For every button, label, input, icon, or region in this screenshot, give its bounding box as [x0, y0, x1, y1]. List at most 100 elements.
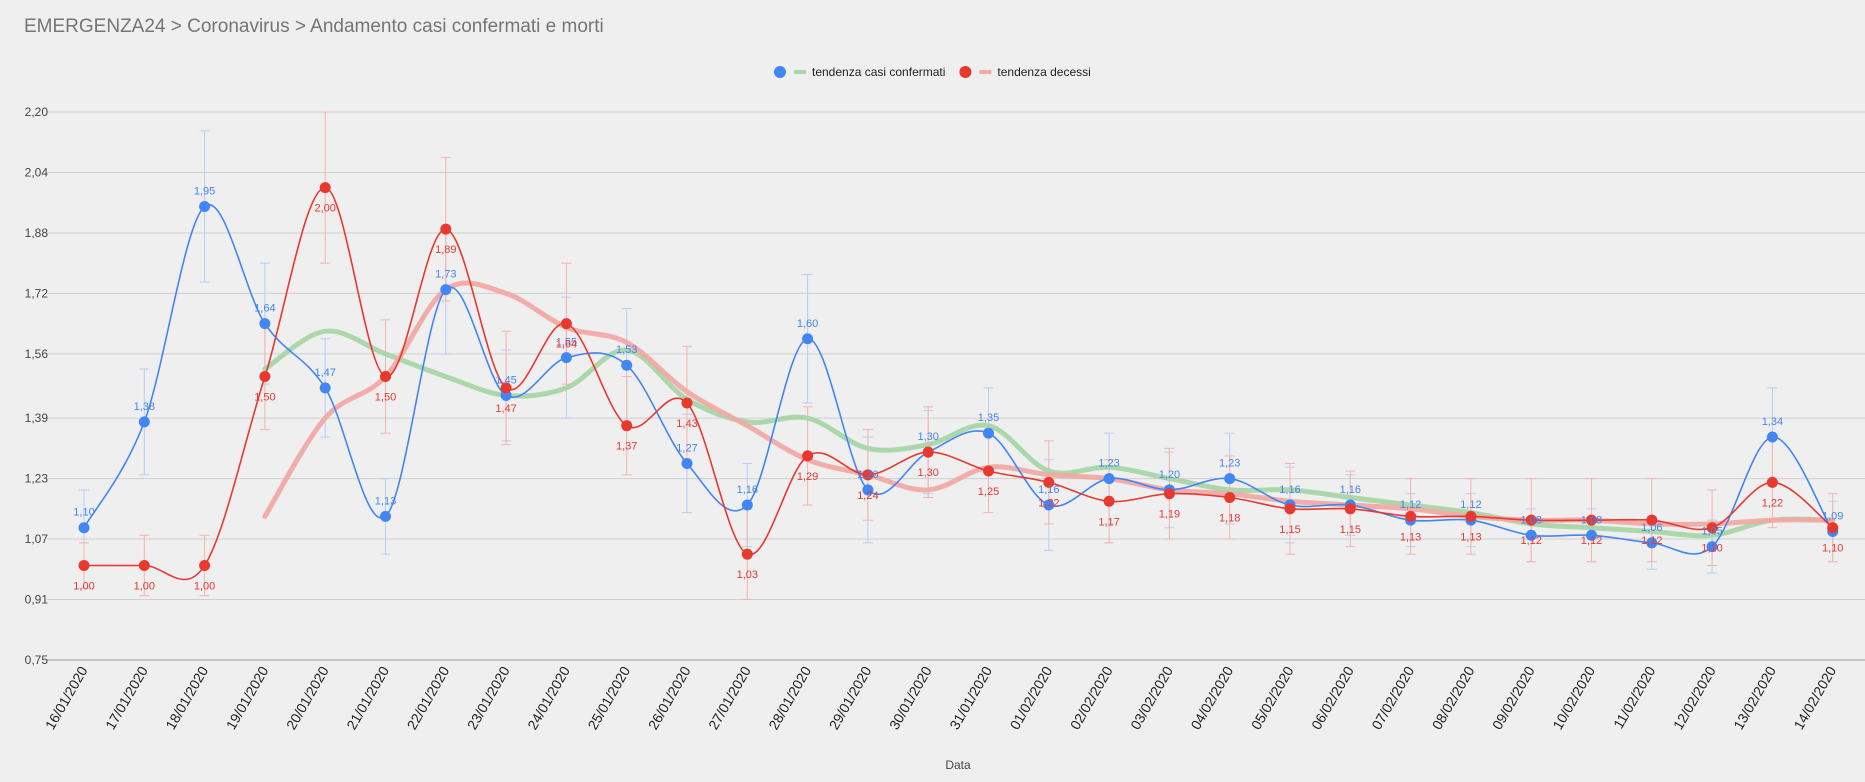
y-tick-label: 2,04 — [25, 165, 49, 179]
casi-point — [560, 352, 572, 364]
casi-data-label: 1,47 — [314, 367, 335, 379]
x-tick-label: 24/01/2020 — [524, 663, 573, 732]
casi-point — [440, 284, 452, 296]
x-tick-label: 14/02/2020 — [1790, 663, 1839, 732]
decessi-point — [1525, 514, 1537, 526]
decessi-data-label: 1,00 — [73, 581, 94, 593]
casi-data-label: 1,35 — [978, 412, 999, 424]
x-tick-label: 04/02/2020 — [1187, 663, 1236, 732]
decessi-point — [1586, 514, 1597, 526]
legend: tendenza casi confermati tendenza decessi — [774, 65, 1091, 79]
decessi-point — [681, 397, 693, 409]
casi-data-label: 1,60 — [797, 318, 818, 330]
x-tick-label: 18/01/2020 — [162, 663, 211, 732]
decessi-point — [922, 446, 934, 458]
casi-data-label: 1,16 — [1038, 484, 1059, 496]
legend-label: tendenza decessi — [997, 65, 1090, 79]
casi-data-label: 1,73 — [435, 269, 456, 281]
decessi-point — [1284, 503, 1296, 515]
decessi-point — [259, 371, 271, 383]
x-tick-label: 27/01/2020 — [705, 663, 754, 732]
casi-data-label: 1,20 — [1159, 469, 1180, 481]
page-title: EMERGENZA24 > Coronavirus > Andamento ca… — [24, 16, 604, 37]
y-tick-label: 1,39 — [25, 411, 49, 425]
x-tick-label: 26/01/2020 — [645, 663, 694, 732]
decessi-data-label: 1,12 — [1581, 535, 1602, 547]
casi-data-label: 1,08 — [1581, 514, 1602, 526]
x-tick-label: 09/02/2020 — [1489, 663, 1538, 732]
decessi-data-label: 2,00 — [314, 203, 335, 215]
series-lines — [83, 186, 1834, 581]
casi-point — [681, 457, 693, 469]
decessi-data-label: 1,13 — [1400, 531, 1421, 543]
decessi-point — [560, 318, 572, 330]
decessi-point — [500, 382, 512, 394]
casi-data-label: 1,45 — [495, 374, 516, 386]
x-tick-label: 23/01/2020 — [464, 663, 513, 732]
x-axis-ticks: 16/01/2020 17/01/2020 18/01/2020 19/01/2020… — [42, 663, 1840, 732]
casi-line — [83, 203, 1834, 555]
casi-point — [1706, 541, 1718, 553]
y-tick-label: 0,91 — [25, 593, 49, 607]
decessi-data-label: 1,89 — [435, 244, 456, 256]
x-tick-label: 21/01/2020 — [343, 663, 392, 732]
casi-data-label: 1,38 — [134, 401, 155, 413]
decessi-point — [802, 450, 814, 462]
x-tick-label: 03/02/2020 — [1127, 663, 1176, 732]
casi-point — [1043, 499, 1055, 511]
decessi-point — [741, 548, 753, 560]
x-tick-label: 25/01/2020 — [584, 663, 633, 732]
decessi-point — [1766, 476, 1778, 488]
decessi-data-label: 1,12 — [1520, 535, 1541, 547]
casi-data-label: 1,95 — [194, 185, 215, 197]
x-tick-label: 19/01/2020 — [223, 663, 272, 732]
decessi-data-label: 1,12 — [1641, 535, 1662, 547]
grid-lines — [47, 111, 1865, 661]
casi-point — [500, 389, 512, 401]
decessi-point — [380, 371, 391, 383]
decessi-data-label: 1,13 — [1460, 531, 1481, 543]
x-tick-label: 28/01/2020 — [765, 663, 814, 732]
data-points — [78, 182, 1839, 572]
x-tick-label: 30/01/2020 — [886, 663, 935, 732]
decessi-point — [199, 560, 211, 572]
decessi-point — [621, 420, 633, 432]
casi-point — [138, 416, 150, 428]
y-tick-label: 0,75 — [25, 653, 49, 667]
decessi-point — [1405, 510, 1417, 522]
casi-point — [1224, 473, 1236, 485]
decessi-data-label: 1,17 — [1098, 516, 1119, 528]
casi-point — [983, 427, 994, 439]
decessi-data-label: 1,64 — [556, 339, 577, 351]
x-tick-label: 06/02/2020 — [1308, 663, 1357, 732]
x-tick-label: 05/02/2020 — [1248, 663, 1297, 732]
casi-point — [1766, 431, 1778, 443]
y-axis-ticks: 0,75 0,91 1,07 1,23 1,39 1,56 1,72 1,88 2,04 2,20 — [25, 105, 49, 667]
decessi-data-label: 1,22 — [1038, 497, 1059, 509]
casi-data-label: 1,20 — [857, 469, 878, 481]
decessi-data-label: 1,00 — [194, 581, 215, 593]
decessi-point — [1344, 503, 1356, 515]
decessi-point — [862, 469, 874, 481]
casi-point — [741, 499, 753, 511]
casi-data-label: 1,12 — [1400, 499, 1421, 511]
casi-data-label: 1,09 — [1822, 511, 1843, 523]
decessi-point — [1043, 476, 1055, 488]
x-tick-label: 12/02/2020 — [1670, 663, 1719, 732]
casi-data-label: 1,16 — [1340, 484, 1361, 496]
casi-data-label: 1,13 — [375, 495, 396, 507]
x-tick-label: 31/01/2020 — [946, 663, 995, 732]
decessi-data-label: 1,03 — [737, 569, 758, 581]
decessi-data-label: 1,18 — [1219, 512, 1240, 524]
decessi-point — [138, 560, 150, 572]
y-tick-label: 1,72 — [25, 286, 49, 300]
casi-point — [1586, 529, 1597, 541]
y-tick-label: 1,56 — [25, 347, 49, 361]
decessi-data-label: 1,15 — [1340, 524, 1361, 536]
x-tick-label: 01/02/2020 — [1007, 663, 1056, 732]
decessi-data-label: 1,00 — [134, 581, 155, 593]
casi-data-label: 1,23 — [1098, 458, 1119, 470]
casi-data-label: 1,53 — [616, 344, 637, 356]
casi-point — [259, 318, 271, 330]
y-tick-label: 1,88 — [25, 226, 49, 240]
